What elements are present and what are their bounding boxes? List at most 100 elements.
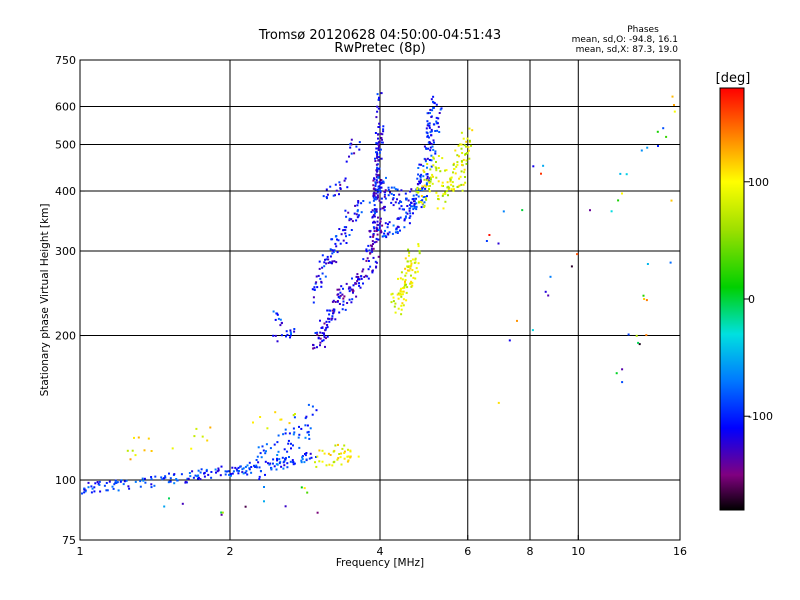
data-point: [341, 447, 344, 450]
data-point: [125, 479, 128, 482]
data-point: [315, 281, 318, 284]
data-point: [288, 432, 291, 435]
data-point: [354, 204, 357, 207]
data-point: [321, 340, 324, 343]
data-point: [435, 169, 438, 172]
data-point: [273, 465, 276, 468]
data-point: [360, 202, 363, 205]
data-point: [390, 186, 393, 189]
data-point: [369, 265, 372, 268]
data-point: [309, 452, 312, 455]
data-point: [382, 207, 385, 210]
data-point: [419, 188, 422, 191]
data-point: [180, 473, 183, 476]
data-point: [425, 198, 428, 201]
stats-x-mode: mean, sd,X: 87.3, 19.0: [576, 45, 679, 55]
data-point: [368, 230, 371, 233]
data-point: [377, 187, 380, 190]
data-point: [280, 322, 283, 325]
data-point: [351, 277, 353, 280]
data-point: [673, 110, 676, 113]
data-point: [383, 209, 386, 212]
data-point: [532, 165, 535, 168]
data-point: [460, 170, 463, 173]
data-point: [394, 302, 397, 305]
data-point: [375, 192, 378, 195]
data-point: [434, 166, 437, 169]
data-point: [289, 329, 292, 332]
data-point: [458, 155, 460, 158]
data-point: [417, 262, 420, 265]
data-point: [326, 197, 328, 200]
data-point: [283, 448, 286, 451]
data-point: [427, 122, 430, 125]
data-point: [425, 147, 428, 150]
data-point: [293, 431, 296, 434]
data-point: [393, 305, 396, 308]
data-point: [462, 158, 465, 161]
data-point: [301, 458, 304, 461]
data-point: [376, 156, 379, 159]
data-point: [358, 141, 361, 144]
data-point: [188, 472, 191, 474]
data-point: [432, 106, 435, 109]
data-point: [261, 445, 264, 448]
data-point: [359, 286, 362, 289]
data-point: [397, 292, 400, 295]
data-point: [273, 443, 276, 446]
data-point: [446, 181, 449, 184]
data-point: [241, 471, 244, 474]
data-point: [350, 218, 353, 221]
data-point: [362, 282, 364, 285]
data-point: [355, 219, 358, 222]
data-point: [397, 307, 400, 310]
data-point: [252, 421, 254, 424]
data-point: [108, 480, 111, 483]
data-point: [378, 227, 381, 230]
data-point: [334, 183, 337, 186]
data-point: [385, 176, 387, 179]
data-point: [383, 232, 386, 235]
data-point: [201, 435, 204, 438]
data-point: [286, 450, 289, 453]
data-point: [378, 185, 381, 188]
data-point: [426, 124, 429, 127]
data-point: [300, 459, 303, 462]
data-point: [292, 463, 295, 466]
data-point: [382, 235, 385, 238]
data-point: [460, 160, 463, 163]
data-point: [373, 187, 376, 190]
data-point: [432, 95, 435, 98]
data-point: [137, 436, 140, 439]
data-point: [460, 147, 463, 150]
data-point: [154, 475, 157, 478]
data-point: [442, 193, 445, 196]
data-point: [433, 141, 435, 144]
data-point: [373, 192, 375, 195]
data-point: [662, 127, 665, 130]
data-point: [263, 500, 265, 503]
data-point: [423, 196, 426, 198]
data-point: [311, 405, 314, 408]
data-point: [397, 226, 400, 229]
data-point: [419, 179, 422, 182]
data-point: [405, 299, 408, 302]
data-point: [627, 333, 630, 336]
data-point: [356, 204, 359, 207]
data-point: [357, 276, 360, 278]
data-point: [245, 470, 248, 473]
data-point: [440, 184, 443, 187]
data-point: [403, 208, 405, 211]
data-point: [304, 424, 307, 427]
data-point: [410, 205, 413, 208]
data-point: [408, 203, 411, 206]
y-axis: 75 100 200 300 400 500 600 750: [55, 54, 85, 547]
data-point: [444, 192, 447, 195]
data-point: [379, 148, 382, 151]
data-point: [463, 144, 466, 147]
data-point: [399, 277, 402, 280]
data-point: [542, 164, 545, 167]
data-point: [117, 489, 120, 492]
data-point: [673, 104, 675, 106]
